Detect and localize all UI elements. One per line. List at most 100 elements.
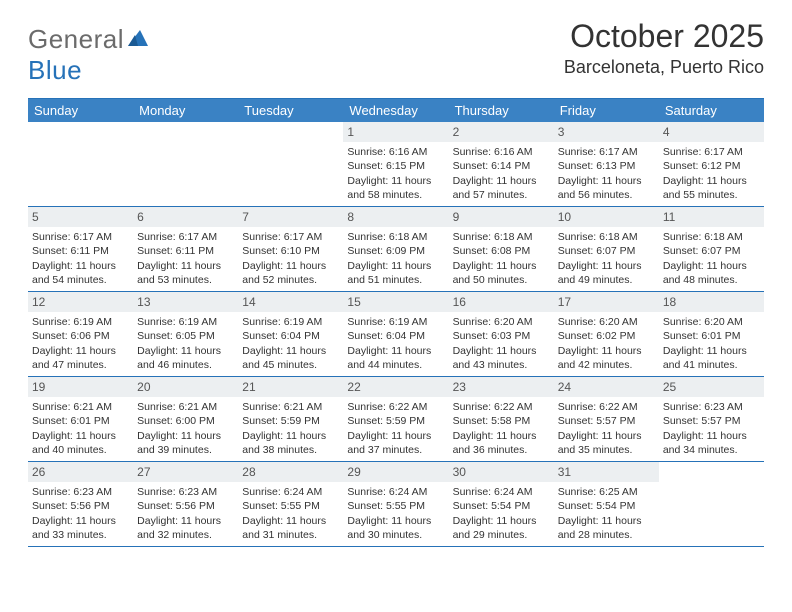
sunrise-text: Sunrise: 6:17 AM [137, 230, 234, 244]
day-number: 1 [343, 122, 448, 142]
sunset-text: Sunset: 5:57 PM [663, 414, 760, 428]
day-cell: 15Sunrise: 6:19 AMSunset: 6:04 PMDayligh… [343, 292, 448, 376]
day-cell: 16Sunrise: 6:20 AMSunset: 6:03 PMDayligh… [449, 292, 554, 376]
weeks-container: 1Sunrise: 6:16 AMSunset: 6:15 PMDaylight… [28, 122, 764, 547]
day-body: Sunrise: 6:17 AMSunset: 6:10 PMDaylight:… [238, 227, 343, 291]
daylight-text: Daylight: 11 hours and 49 minutes. [558, 259, 655, 287]
day-number: 20 [133, 377, 238, 397]
day-body: Sunrise: 6:24 AMSunset: 5:55 PMDaylight:… [343, 482, 448, 546]
week-row: 1Sunrise: 6:16 AMSunset: 6:15 PMDaylight… [28, 122, 764, 207]
day-cell: 7Sunrise: 6:17 AMSunset: 6:10 PMDaylight… [238, 207, 343, 291]
calendar-grid: Sunday Monday Tuesday Wednesday Thursday… [28, 98, 764, 547]
sunrise-text: Sunrise: 6:25 AM [558, 485, 655, 499]
day-number: 22 [343, 377, 448, 397]
sunset-text: Sunset: 6:00 PM [137, 414, 234, 428]
day-cell: 27Sunrise: 6:23 AMSunset: 5:56 PMDayligh… [133, 462, 238, 546]
sunset-text: Sunset: 6:14 PM [453, 159, 550, 173]
daylight-text: Daylight: 11 hours and 48 minutes. [663, 259, 760, 287]
day-cell: 26Sunrise: 6:23 AMSunset: 5:56 PMDayligh… [28, 462, 133, 546]
sunrise-text: Sunrise: 6:24 AM [347, 485, 444, 499]
day-cell: 9Sunrise: 6:18 AMSunset: 6:08 PMDaylight… [449, 207, 554, 291]
sunrise-text: Sunrise: 6:23 AM [137, 485, 234, 499]
day-cell: 24Sunrise: 6:22 AMSunset: 5:57 PMDayligh… [554, 377, 659, 461]
day-body: Sunrise: 6:24 AMSunset: 5:54 PMDaylight:… [449, 482, 554, 546]
day-header-row: Sunday Monday Tuesday Wednesday Thursday… [28, 99, 764, 122]
location: Barceloneta, Puerto Rico [564, 57, 764, 78]
sunset-text: Sunset: 5:54 PM [453, 499, 550, 513]
day-body: Sunrise: 6:18 AMSunset: 6:07 PMDaylight:… [659, 227, 764, 291]
day-body: Sunrise: 6:21 AMSunset: 6:00 PMDaylight:… [133, 397, 238, 461]
day-number: 27 [133, 462, 238, 482]
sunrise-text: Sunrise: 6:16 AM [453, 145, 550, 159]
day-body: Sunrise: 6:23 AMSunset: 5:57 PMDaylight:… [659, 397, 764, 461]
sunrise-text: Sunrise: 6:21 AM [32, 400, 129, 414]
daylight-text: Daylight: 11 hours and 29 minutes. [453, 514, 550, 542]
day-body: Sunrise: 6:21 AMSunset: 5:59 PMDaylight:… [238, 397, 343, 461]
sunrise-text: Sunrise: 6:24 AM [453, 485, 550, 499]
daylight-text: Daylight: 11 hours and 50 minutes. [453, 259, 550, 287]
day-number: 21 [238, 377, 343, 397]
daylight-text: Daylight: 11 hours and 51 minutes. [347, 259, 444, 287]
day-body: Sunrise: 6:17 AMSunset: 6:13 PMDaylight:… [554, 142, 659, 206]
daylight-text: Daylight: 11 hours and 45 minutes. [242, 344, 339, 372]
sunset-text: Sunset: 5:55 PM [347, 499, 444, 513]
day-number: 5 [28, 207, 133, 227]
day-number: 28 [238, 462, 343, 482]
day-number: 13 [133, 292, 238, 312]
logo-text-general: General [28, 24, 124, 54]
logo-text: General Blue [28, 24, 150, 86]
day-number: 23 [449, 377, 554, 397]
daylight-text: Daylight: 11 hours and 53 minutes. [137, 259, 234, 287]
day-number: 24 [554, 377, 659, 397]
day-cell: 11Sunrise: 6:18 AMSunset: 6:07 PMDayligh… [659, 207, 764, 291]
daylight-text: Daylight: 11 hours and 36 minutes. [453, 429, 550, 457]
sunrise-text: Sunrise: 6:18 AM [558, 230, 655, 244]
sunset-text: Sunset: 6:12 PM [663, 159, 760, 173]
sunrise-text: Sunrise: 6:20 AM [453, 315, 550, 329]
day-cell: 22Sunrise: 6:22 AMSunset: 5:59 PMDayligh… [343, 377, 448, 461]
day-number: 10 [554, 207, 659, 227]
sunset-text: Sunset: 5:59 PM [242, 414, 339, 428]
calendar-page: General Blue October 2025 Barceloneta, P… [0, 0, 792, 565]
day-cell [238, 122, 343, 206]
sunset-text: Sunset: 5:59 PM [347, 414, 444, 428]
day-body: Sunrise: 6:18 AMSunset: 6:09 PMDaylight:… [343, 227, 448, 291]
day-cell: 13Sunrise: 6:19 AMSunset: 6:05 PMDayligh… [133, 292, 238, 376]
day-body: Sunrise: 6:16 AMSunset: 6:15 PMDaylight:… [343, 142, 448, 206]
day-body: Sunrise: 6:22 AMSunset: 5:59 PMDaylight:… [343, 397, 448, 461]
day-body: Sunrise: 6:18 AMSunset: 6:08 PMDaylight:… [449, 227, 554, 291]
day-header-thu: Thursday [449, 99, 554, 122]
daylight-text: Daylight: 11 hours and 57 minutes. [453, 174, 550, 202]
sunrise-text: Sunrise: 6:22 AM [453, 400, 550, 414]
daylight-text: Daylight: 11 hours and 33 minutes. [32, 514, 129, 542]
day-body: Sunrise: 6:24 AMSunset: 5:55 PMDaylight:… [238, 482, 343, 546]
sunrise-text: Sunrise: 6:23 AM [32, 485, 129, 499]
sunset-text: Sunset: 6:11 PM [32, 244, 129, 258]
sunset-text: Sunset: 6:08 PM [453, 244, 550, 258]
day-number: 14 [238, 292, 343, 312]
sunrise-text: Sunrise: 6:19 AM [242, 315, 339, 329]
daylight-text: Daylight: 11 hours and 35 minutes. [558, 429, 655, 457]
day-cell: 25Sunrise: 6:23 AMSunset: 5:57 PMDayligh… [659, 377, 764, 461]
day-cell: 20Sunrise: 6:21 AMSunset: 6:00 PMDayligh… [133, 377, 238, 461]
daylight-text: Daylight: 11 hours and 40 minutes. [32, 429, 129, 457]
day-number: 17 [554, 292, 659, 312]
day-body: Sunrise: 6:16 AMSunset: 6:14 PMDaylight:… [449, 142, 554, 206]
day-body: Sunrise: 6:19 AMSunset: 6:04 PMDaylight:… [343, 312, 448, 376]
day-body: Sunrise: 6:17 AMSunset: 6:11 PMDaylight:… [28, 227, 133, 291]
day-cell: 31Sunrise: 6:25 AMSunset: 5:54 PMDayligh… [554, 462, 659, 546]
day-body: Sunrise: 6:23 AMSunset: 5:56 PMDaylight:… [133, 482, 238, 546]
day-cell: 23 Sunrise: 6:22 AMSunset: 5:58 PMDayligh… [449, 377, 554, 461]
day-body: Sunrise: 6:19 AMSunset: 6:05 PMDaylight:… [133, 312, 238, 376]
day-body: Sunrise: 6:20 AMSunset: 6:02 PMDaylight:… [554, 312, 659, 376]
day-header-mon: Monday [133, 99, 238, 122]
sunset-text: Sunset: 5:58 PM [453, 414, 550, 428]
sunset-text: Sunset: 6:04 PM [347, 329, 444, 343]
sunset-text: Sunset: 6:10 PM [242, 244, 339, 258]
week-row: 5Sunrise: 6:17 AMSunset: 6:11 PMDaylight… [28, 207, 764, 292]
sunset-text: Sunset: 6:02 PM [558, 329, 655, 343]
day-cell: 30Sunrise: 6:24 AMSunset: 5:54 PMDayligh… [449, 462, 554, 546]
sunset-text: Sunset: 6:04 PM [242, 329, 339, 343]
daylight-text: Daylight: 11 hours and 47 minutes. [32, 344, 129, 372]
day-body: Sunrise: 6:21 AMSunset: 6:01 PMDaylight:… [28, 397, 133, 461]
